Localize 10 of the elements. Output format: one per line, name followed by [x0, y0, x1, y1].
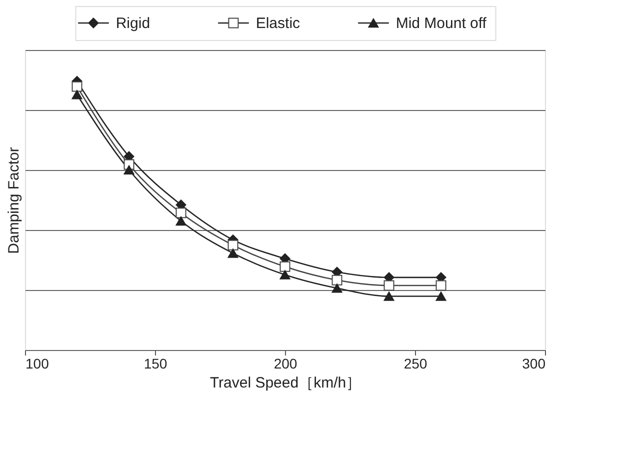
x-axis-title: Travel Speed［km/h］ — [210, 374, 362, 392]
x-tick-label: 100 — [26, 356, 50, 372]
legend-label: Elastic — [256, 15, 301, 32]
x-tick-label: 250 — [404, 356, 428, 372]
legend-label: Rigid — [116, 15, 150, 32]
y-axis-title: Damping Factor — [6, 147, 22, 254]
x-tick-label: 200 — [274, 356, 298, 372]
x-tick-label: 300 — [522, 356, 546, 372]
x-tick-label: 150 — [144, 356, 168, 372]
legend-label: Mid Mount off — [396, 15, 488, 32]
